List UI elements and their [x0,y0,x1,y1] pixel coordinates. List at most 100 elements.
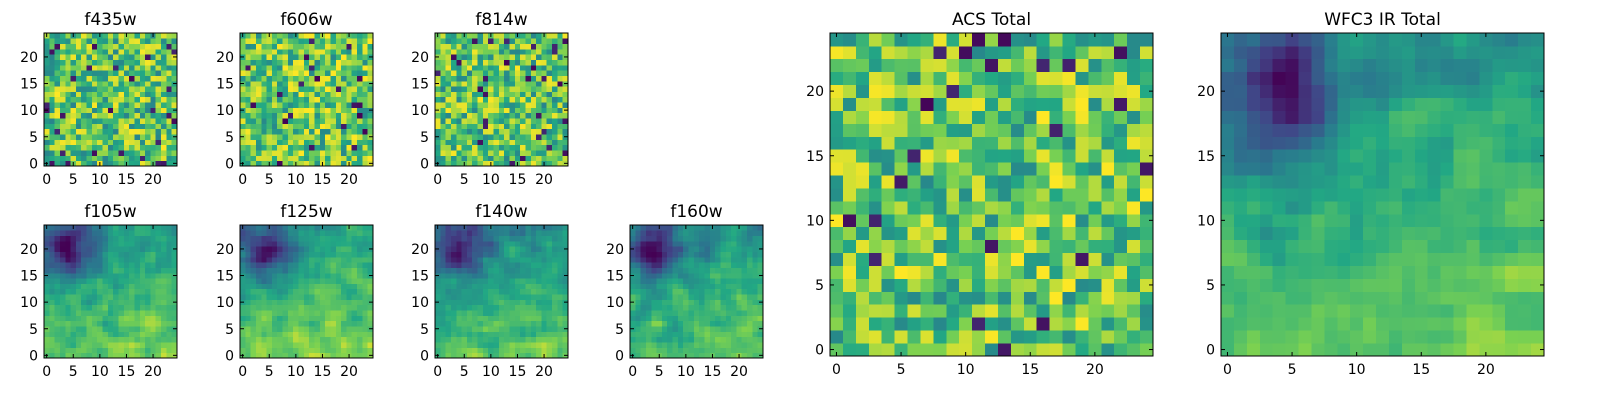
heatmap-cell [520,144,526,151]
heatmap-cell [1101,239,1115,254]
heatmap-cell [49,235,56,242]
heatmap-cell [298,225,305,231]
heatmap-cell [720,299,727,306]
heatmap-cell [715,347,721,354]
heatmap-cell [293,91,299,98]
heatmap-cell [731,251,737,258]
heatmap-cell [672,262,679,268]
heatmap-cell [498,33,505,39]
heatmap-cell [466,107,473,114]
heatmap-cell [635,299,642,306]
heatmap-cell [325,230,331,237]
heatmap-cell [450,54,457,60]
heatmap-cell [97,294,103,300]
heatmap-cell [129,310,135,316]
heatmap-cell [277,102,283,108]
heatmap-cell [672,283,679,290]
heatmap-cell [1114,213,1128,228]
heatmap-cell [757,304,764,311]
heatmap-cell [498,240,505,247]
heatmap-cell [161,347,167,354]
heatmap-cell [161,33,167,39]
heatmap-cell [907,239,921,254]
heatmap-cell [351,86,358,92]
heatmap-cell [704,262,711,268]
heatmap-cell [139,107,146,114]
heatmap-cell [81,256,87,263]
heatmap-cell [155,91,162,98]
heatmap-cell [287,288,294,295]
heatmap-cell [145,54,151,60]
heatmap-cell [319,155,326,162]
heatmap-cell [134,150,141,156]
heatmap-cell [309,64,315,71]
heatmap-cell [139,283,146,290]
heatmap-cell [440,54,447,60]
heatmap-cell [557,262,564,268]
heatmap-cell [161,80,167,87]
heatmap-cell [166,59,173,66]
heatmap-cell [161,240,167,247]
heatmap-cell [277,278,283,284]
heatmap-cell [303,160,310,167]
panel-title: f105w [84,202,136,222]
heatmap-cell [155,54,162,60]
heatmap-cell [635,310,642,316]
heatmap-cell [557,33,564,39]
heatmap-cell [445,230,452,237]
heatmap-cell [171,48,178,55]
heatmap-cell [65,310,71,316]
heatmap-cell [450,59,457,66]
heatmap-cell [456,43,462,50]
heatmap-cell [261,342,267,348]
heatmap-cell [557,336,564,343]
heatmap-cell [720,342,727,348]
heatmap-cell [741,230,748,237]
heatmap-cell [129,75,135,82]
heatmap-cell [357,102,363,108]
heatmap-cell [266,59,273,66]
heatmap-cell [530,326,537,332]
heatmap-cell [640,278,647,284]
heatmap-cell [493,272,500,279]
heatmap-cell [450,320,457,327]
heatmap-cell [161,246,167,252]
heatmap-cell [54,150,61,156]
heatmap-cell [720,235,727,242]
heatmap-cell [725,256,732,263]
heatmap-cell [287,283,294,290]
heatmap-cell [335,160,342,167]
heatmap-cell [118,91,125,98]
heatmap-cell [282,267,289,274]
heatmap-cell [520,310,526,316]
heatmap-cell [250,262,257,268]
heatmap-cell [440,299,447,306]
heatmap-cell [139,75,146,82]
heatmap-cell [155,310,162,316]
heatmap-cell [261,155,267,162]
heatmap-cell [309,144,315,151]
heatmap-cell [255,144,262,151]
heatmap-cell [240,240,246,247]
heatmap-cell [661,240,668,247]
heatmap-cell [514,283,521,290]
heatmap-cell [346,278,353,284]
heatmap-cell [240,102,246,108]
heatmap-cell [155,59,162,66]
heatmap-cell [319,134,326,140]
heatmap-cell [672,347,679,354]
heatmap-cell [81,342,87,348]
heatmap-cell [440,155,447,162]
heatmap-cell [645,347,652,354]
heatmap-cell [667,310,673,316]
heatmap-cell [118,272,125,279]
heatmap-cell [245,235,252,242]
heatmap-cell [287,134,294,140]
heatmap-cell [672,352,679,359]
heatmap-cell [868,265,883,279]
heatmap-cell [661,310,668,316]
heatmap-cell [504,256,510,263]
heatmap-cell [525,134,532,140]
heatmap-cell [150,262,157,268]
